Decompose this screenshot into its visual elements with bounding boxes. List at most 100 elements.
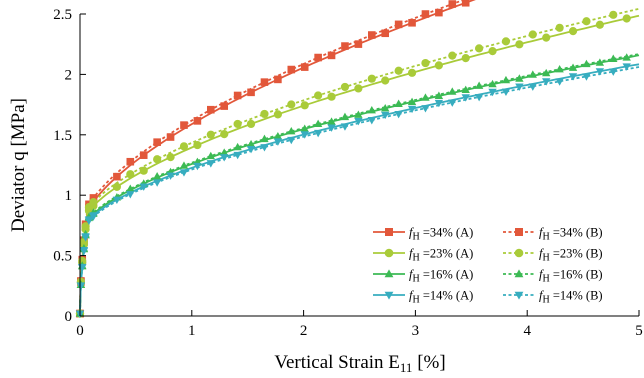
- series-line: [79, 14, 640, 314]
- series-point: [354, 110, 363, 118]
- series-point: [435, 8, 443, 17]
- series-point: [381, 29, 390, 38]
- series-point: [246, 146, 256, 154]
- series-point: [246, 139, 256, 148]
- series-point: [233, 119, 242, 129]
- series-point: [582, 73, 591, 81]
- series-point: [461, 54, 470, 63]
- series-point: [327, 92, 336, 101]
- series-point: [179, 142, 189, 151]
- series-point: [327, 117, 336, 125]
- series-point: [287, 100, 296, 109]
- series-point: [354, 84, 363, 93]
- series-point: [408, 18, 416, 27]
- series-point: [300, 131, 309, 139]
- legend-marker: [384, 291, 394, 300]
- series-point: [354, 117, 363, 126]
- series-point: [568, 27, 578, 36]
- legend-entry: fH =16% (B): [539, 268, 603, 285]
- series-point: [595, 20, 604, 29]
- series-point: [515, 83, 524, 91]
- x-tick-label: 5: [635, 323, 643, 339]
- x-axis-label: Vertical Strain E11 [%]: [274, 352, 445, 375]
- series-point: [528, 30, 537, 39]
- series-point: [220, 154, 229, 162]
- x-tick-label: 1: [188, 323, 196, 339]
- series-point: [112, 182, 121, 191]
- series-point: [367, 105, 376, 114]
- legend: fH =34% (A) fH =34% (B) fH =23% (A) fH =23%…: [373, 226, 603, 306]
- legend-marker: [384, 269, 394, 278]
- series-point: [394, 20, 403, 29]
- x-ticks: 0 1 2 3 4 5: [76, 310, 643, 339]
- series-point: [166, 172, 175, 180]
- series-point: [434, 61, 443, 70]
- plot-markers: [75, 0, 631, 318]
- series-point: [448, 0, 457, 8]
- series-point: [609, 68, 618, 76]
- series-point: [313, 129, 323, 138]
- series-point: [340, 82, 350, 92]
- series-point: [180, 121, 188, 129]
- legend-entry: fH =14% (B): [539, 289, 603, 306]
- legend-marker: [514, 291, 524, 300]
- series-point: [407, 105, 417, 114]
- y-tick-label: 2: [65, 67, 73, 83]
- series-point: [555, 64, 564, 73]
- y-tick-label: 2.5: [53, 7, 72, 23]
- series-point: [220, 148, 229, 156]
- series-point: [488, 79, 497, 88]
- series-point: [341, 42, 349, 50]
- legend-entry: fH =16% (A): [409, 268, 473, 285]
- series-point: [152, 172, 162, 180]
- y-tick-label: 1.5: [53, 128, 72, 144]
- series-point: [448, 51, 457, 60]
- series-point: [153, 155, 162, 164]
- series-point: [528, 83, 537, 91]
- series-point: [474, 93, 484, 102]
- legend-marker: [514, 248, 524, 258]
- series-point: [84, 217, 94, 226]
- series-point: [314, 91, 323, 100]
- series-point: [421, 105, 430, 113]
- series-point: [381, 111, 390, 120]
- series-point: [193, 140, 202, 150]
- series-point: [327, 51, 336, 60]
- series-point: [528, 70, 537, 78]
- series-point: [207, 105, 215, 114]
- series-point: [246, 119, 256, 129]
- series-point: [434, 91, 444, 99]
- series-point: [461, 94, 470, 102]
- series-point: [81, 234, 90, 242]
- series-point: [113, 172, 121, 181]
- series-point: [340, 123, 350, 131]
- series-point: [448, 99, 457, 107]
- series-point: [461, 0, 470, 7]
- series-point: [112, 196, 122, 205]
- series-point: [220, 130, 229, 139]
- series-point: [501, 88, 511, 97]
- legend-marker: [514, 269, 524, 278]
- series-point: [327, 124, 336, 132]
- series-point: [542, 78, 551, 86]
- series-point: [381, 76, 390, 85]
- series-point: [340, 112, 350, 121]
- series-point: [206, 160, 215, 168]
- series-point: [461, 85, 470, 94]
- series-point: [193, 117, 202, 125]
- series-point: [622, 14, 631, 23]
- series-point: [555, 23, 564, 32]
- series-point: [233, 151, 242, 160]
- series-point: [595, 68, 605, 76]
- series-point: [381, 103, 390, 112]
- series-point: [300, 63, 309, 71]
- series-point: [448, 87, 457, 95]
- series-point: [76, 282, 86, 291]
- series-point: [126, 184, 135, 192]
- series-point: [542, 68, 551, 77]
- y-axis-label: Deviator q [MPa]: [8, 98, 29, 232]
- series-point: [421, 10, 430, 18]
- series-point: [233, 142, 242, 151]
- series-point: [179, 161, 189, 169]
